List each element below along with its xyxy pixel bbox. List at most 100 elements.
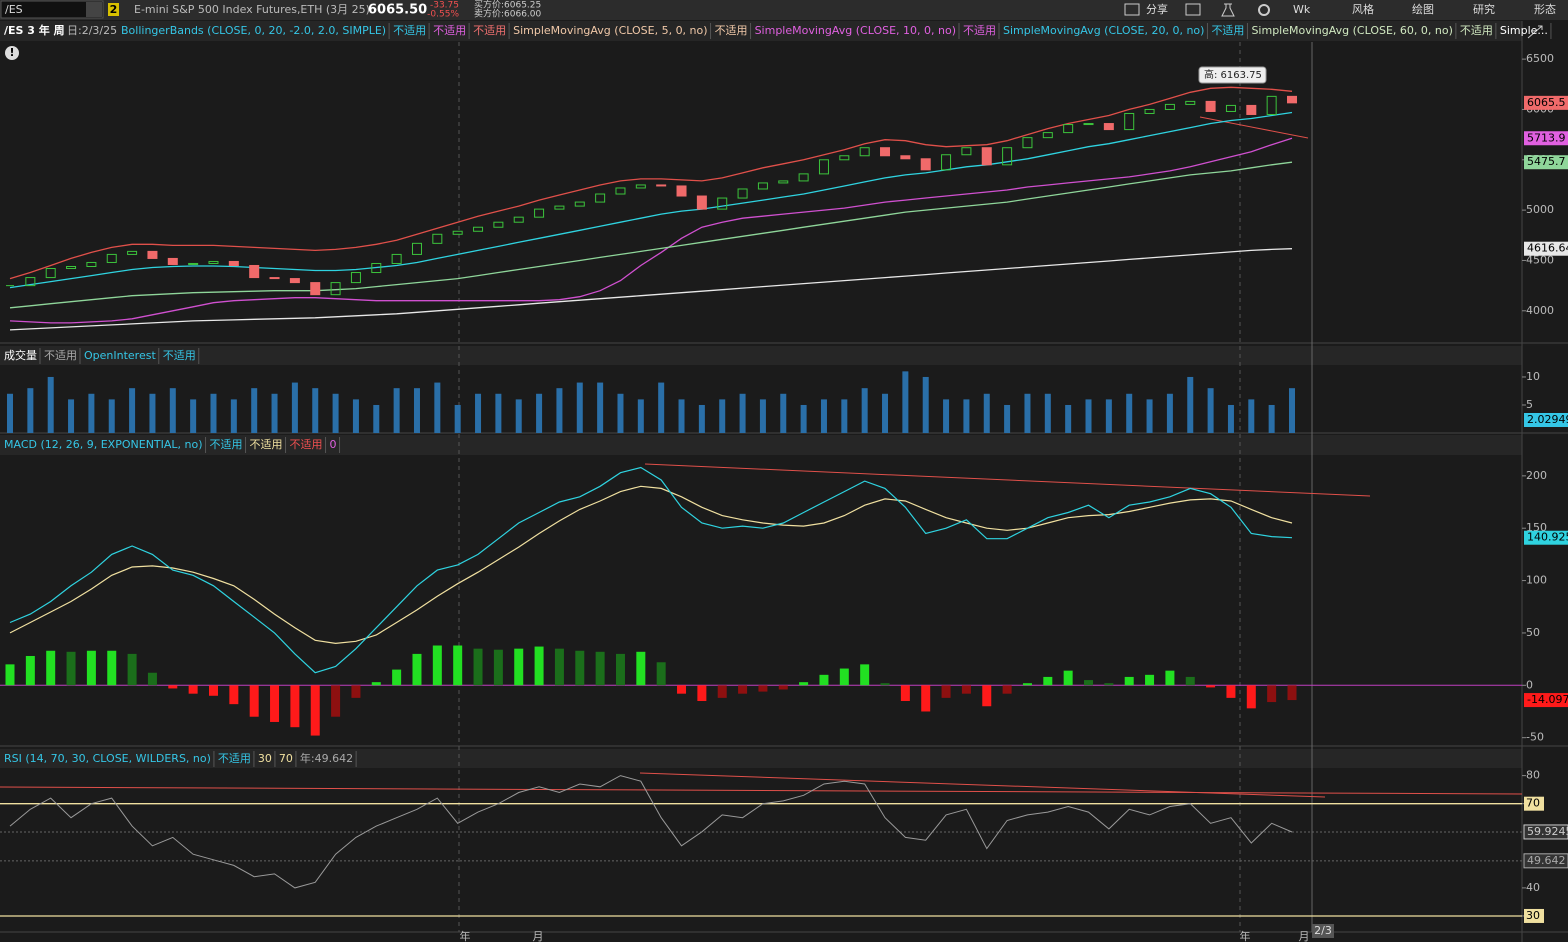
volume-bar xyxy=(47,376,54,433)
last-price: 6065.50 xyxy=(368,3,427,18)
indicator-line xyxy=(9,248,1293,331)
period-button[interactable]: Wk xyxy=(1293,3,1311,16)
histogram-bar xyxy=(860,664,870,686)
candle xyxy=(25,277,36,287)
candle xyxy=(574,201,585,207)
alert-icon[interactable] xyxy=(5,46,19,60)
histogram-bar xyxy=(392,669,402,686)
volume-bar xyxy=(129,388,136,433)
trend-line[interactable] xyxy=(644,463,1371,497)
current-date-box xyxy=(1312,924,1334,938)
draw-button[interactable]: 绘图 xyxy=(1412,2,1434,16)
candle xyxy=(635,184,646,189)
volume-bar xyxy=(678,399,685,433)
histogram-bar xyxy=(208,685,218,696)
change: -33.75 xyxy=(430,1,459,11)
volume-bar xyxy=(88,393,95,433)
flex-grid-icon[interactable] xyxy=(1185,3,1201,16)
y-tick-label: 5000 xyxy=(1526,203,1554,216)
style-button[interactable]: 风格 xyxy=(1352,2,1374,16)
volume-bar xyxy=(841,399,848,433)
candle xyxy=(696,195,707,210)
value-tag xyxy=(1523,853,1568,869)
symbol-description: E-mini S&P 500 Index Futures,ETH (3月 25) xyxy=(134,3,370,16)
header-item: 30 xyxy=(258,752,272,765)
candle xyxy=(1002,147,1013,166)
volume-bar xyxy=(495,393,502,433)
candle xyxy=(513,216,524,223)
histogram-bar xyxy=(1185,676,1195,686)
histogram-bar xyxy=(778,685,788,690)
candle xyxy=(127,250,138,255)
candle xyxy=(411,242,422,255)
header-item: RSI (14, 70, 30, CLOSE, WILDERS, no) xyxy=(4,752,211,765)
time-label: 月 xyxy=(1299,930,1310,942)
y-tick-label: 70 xyxy=(1526,797,1540,810)
volume-bar xyxy=(413,388,420,433)
volume-bar xyxy=(1227,404,1234,433)
price-label xyxy=(1524,693,1568,708)
share-icon[interactable] xyxy=(1124,3,1140,16)
header-item: SimpleMovingAvg (CLOSE, 5, 0, no) xyxy=(513,24,707,37)
link-badge[interactable] xyxy=(108,3,119,16)
indicator-line xyxy=(9,86,1293,280)
histogram-bar xyxy=(1002,685,1012,694)
histogram-bar xyxy=(1063,670,1073,686)
header-item: 不适用 xyxy=(1460,24,1493,37)
symbol-dropdown[interactable] xyxy=(86,2,102,17)
candle xyxy=(269,277,280,280)
candle xyxy=(330,282,341,296)
candle xyxy=(941,154,952,171)
volume-bar xyxy=(882,393,889,433)
histogram-bar xyxy=(473,648,483,686)
volume-bar xyxy=(475,393,482,433)
histogram-bar xyxy=(636,651,646,686)
volume-bar xyxy=(922,376,929,433)
symbol[interactable]: /ES xyxy=(5,3,23,16)
bar-date: 日:2/3/25 xyxy=(67,24,117,37)
header-item: MACD (12, 26, 9, EXPONENTIAL, no) xyxy=(4,438,203,451)
histogram-bar xyxy=(554,648,564,686)
histogram-bar xyxy=(1206,685,1216,688)
candle xyxy=(981,147,992,166)
header-item: 不适用 xyxy=(210,438,243,451)
header-item: 70 xyxy=(279,752,293,765)
histogram-bar xyxy=(310,685,320,736)
volume-bar xyxy=(576,382,583,433)
volume-bar xyxy=(515,399,522,433)
patterns-button[interactable]: 形态 xyxy=(1534,3,1556,16)
histogram-bar xyxy=(717,685,727,698)
ask: 卖方价:6066.00 xyxy=(474,8,542,20)
studies-bar xyxy=(0,21,1522,41)
settings-icon[interactable] xyxy=(1258,4,1270,16)
y-tick-label: 100 xyxy=(1526,574,1547,587)
histogram-bar xyxy=(412,653,422,686)
volume-bar xyxy=(739,393,746,433)
header-item: 年:49.642 xyxy=(300,751,353,765)
volume-bar xyxy=(230,399,237,433)
lab-icon[interactable] xyxy=(1221,3,1235,17)
trend-line[interactable] xyxy=(0,786,1523,795)
histogram-bar xyxy=(1165,670,1175,686)
volume-bar xyxy=(149,393,156,433)
candle xyxy=(1185,100,1196,105)
candle xyxy=(900,155,911,160)
header-item: 不适用 xyxy=(473,24,506,37)
histogram-bar xyxy=(575,650,585,686)
price-label-text: 140.925 xyxy=(1527,531,1568,544)
header-item: 不适用 xyxy=(393,24,426,37)
volume-bar xyxy=(251,388,258,433)
symbol-box[interactable] xyxy=(0,0,104,19)
volume-bar xyxy=(759,399,766,433)
studies-button[interactable]: 研究 xyxy=(1473,2,1495,16)
candle xyxy=(310,282,321,296)
header-item: 0 xyxy=(330,438,337,451)
expand-icon[interactable] xyxy=(1527,25,1543,39)
trend-line[interactable] xyxy=(1199,116,1309,139)
trend-line[interactable] xyxy=(639,772,1326,798)
signal-line xyxy=(9,485,1293,645)
histogram-bar xyxy=(351,685,361,698)
volume-bar xyxy=(7,393,13,433)
share-button[interactable]: 分享 xyxy=(1146,2,1168,16)
